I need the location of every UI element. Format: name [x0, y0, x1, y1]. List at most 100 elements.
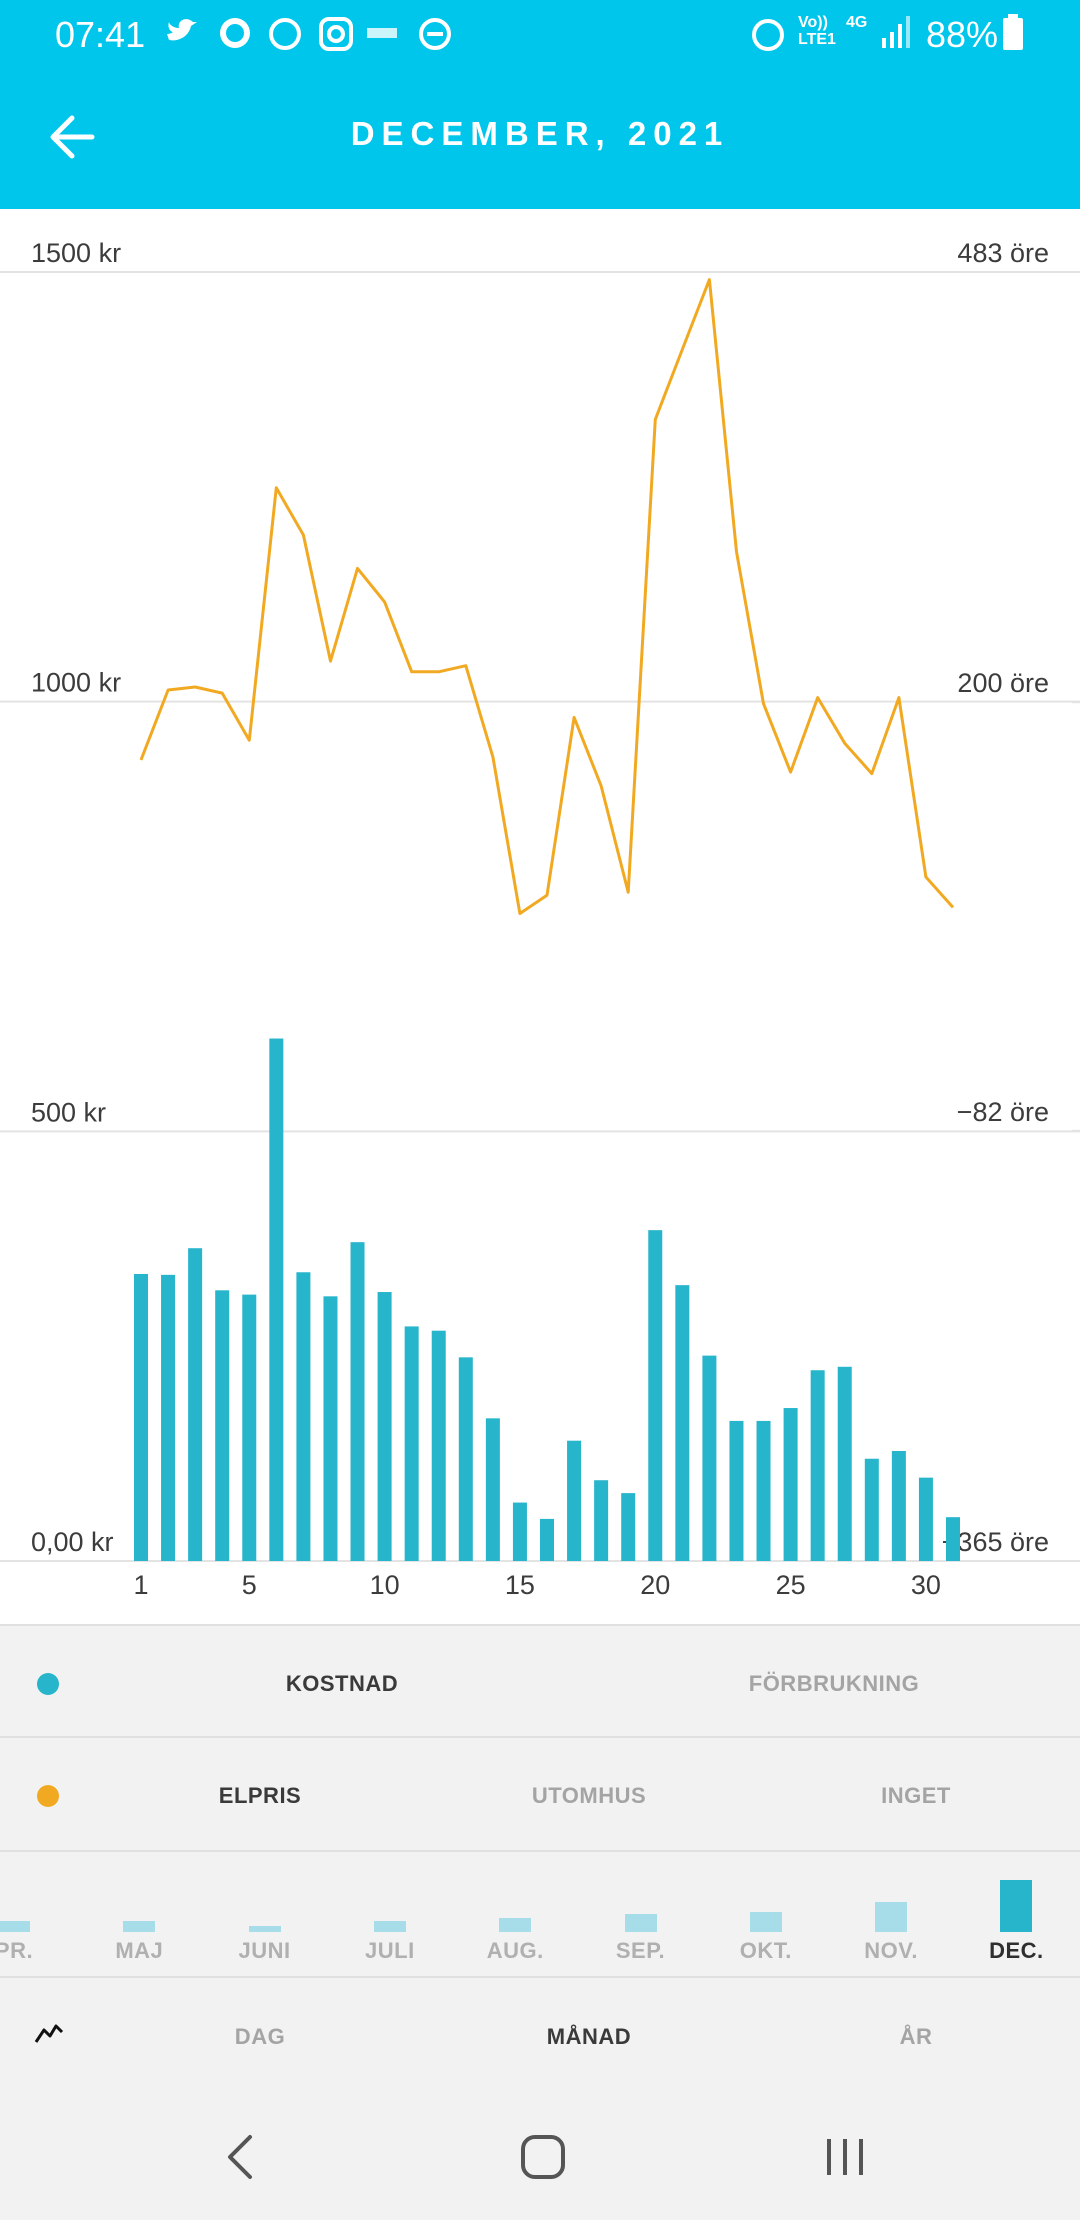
month-bar [749, 1912, 782, 1932]
y-tick-label: 0,00 kr [31, 1527, 114, 1557]
month-item[interactable]: SEP. [578, 1852, 704, 1964]
month-label: NOV. [864, 1938, 918, 1963]
month-bar-area [0, 1852, 77, 1932]
month-item[interactable]: DEC. [953, 1852, 1079, 1964]
bar [729, 1420, 744, 1561]
period-tab[interactable]: ÅR [899, 2024, 933, 2049]
month-item[interactable]: NOV. [828, 1852, 954, 1964]
month-item[interactable]: AUG. [452, 1852, 578, 1964]
status-icons [167, 17, 451, 51]
nav-back[interactable] [228, 2135, 252, 2179]
volte-text: Vo)) [798, 14, 828, 31]
price-line [139, 278, 955, 915]
month-label: JULI [365, 1938, 415, 1963]
month-bar-area [828, 1852, 954, 1932]
navigation-bar [228, 2135, 863, 2179]
period-tab[interactable]: MÅNAD [546, 2024, 632, 2049]
bar [485, 1418, 500, 1561]
bar [783, 1408, 798, 1561]
toggle-option[interactable]: FÖRBRUKNING [748, 1671, 920, 1696]
controls-panel: KOSTNAD FÖRBRUKNING ELPRIS UTOMHUS INGET… [0, 1624, 1080, 2220]
month-bar-area [578, 1852, 704, 1932]
month-bar [373, 1920, 406, 1932]
bar [540, 1518, 554, 1561]
x-tick-label: 25 [776, 1570, 806, 1600]
bar [756, 1420, 771, 1561]
bar [512, 1502, 527, 1561]
toggle-option[interactable]: INGET [881, 1783, 951, 1808]
month-bar-area [202, 1852, 328, 1932]
x-tick-label: 10 [370, 1570, 400, 1600]
bar [431, 1330, 446, 1561]
y-tick-label: 1500 kr [31, 238, 121, 268]
alarm-icon [752, 19, 784, 51]
month-item[interactable]: JUNI [202, 1852, 328, 1964]
volte-indicator: Vo)) LTE1 [798, 14, 836, 48]
signal-icon [882, 16, 910, 48]
month-item[interactable]: MAJ [76, 1852, 202, 1964]
month-selector: PR. MAJ JUNI JULI AUG. SEP. OKT. NOV. DEC. [0, 1850, 1080, 1978]
month-label: PR. [0, 1938, 34, 1963]
month-bar [499, 1917, 532, 1932]
month-bar-area [327, 1852, 453, 1932]
month-bar [624, 1913, 657, 1932]
month-bar [123, 1920, 156, 1932]
bar [458, 1357, 473, 1561]
bar [891, 1451, 906, 1561]
bar [918, 1477, 933, 1561]
month-bar-area [76, 1852, 202, 1932]
bar [404, 1326, 419, 1561]
y-tick-label: 500 kr [31, 1097, 106, 1127]
toggle-option[interactable]: UTOMHUS [531, 1783, 647, 1808]
x-tick-label: 20 [640, 1570, 670, 1600]
back-button[interactable] [48, 112, 98, 162]
month-item[interactable]: JULI [327, 1852, 453, 1964]
x-tick-label: 5 [242, 1570, 257, 1600]
bar [377, 1292, 392, 1561]
series-dot [37, 1785, 59, 1807]
month-label: JUNI [238, 1938, 291, 1963]
month-bar-area [953, 1852, 1079, 1932]
bar [188, 1248, 203, 1561]
bar [350, 1242, 365, 1561]
nav-recents[interactable] [827, 2139, 863, 2175]
battery-icon [1003, 14, 1023, 50]
month-bar [248, 1926, 281, 1932]
period-tabs: DAG MÅNAD ÅR [0, 1976, 1080, 2096]
y2-tick-label: 200 öre [957, 668, 1049, 698]
chart-type-icon[interactable] [34, 2022, 64, 2046]
toggle-option[interactable]: KOSTNAD [285, 1671, 399, 1696]
month-bar [1000, 1880, 1033, 1932]
battery-percent: 88% [926, 14, 999, 55]
bar [702, 1355, 717, 1561]
month-bar [875, 1902, 908, 1932]
status-time: 07:41 [55, 14, 146, 55]
y2-tick-label: 483 öre [957, 238, 1049, 268]
toggle-option[interactable]: ELPRIS [218, 1783, 302, 1808]
x-tick-label: 30 [911, 1570, 941, 1600]
bar [323, 1296, 338, 1561]
x-tick-label: 15 [505, 1570, 535, 1600]
period-tab[interactable]: DAG [234, 2024, 286, 2049]
month-label: AUG. [486, 1938, 544, 1963]
nav-home[interactable] [521, 2135, 565, 2179]
bar [567, 1440, 582, 1561]
month-label: DEC. [989, 1938, 1044, 1963]
month-item[interactable]: OKT. [703, 1852, 829, 1964]
network-type: 4G [846, 14, 868, 31]
bar [810, 1370, 825, 1561]
bar [242, 1294, 257, 1561]
bar [269, 1038, 284, 1561]
bar [946, 1517, 960, 1561]
bar [215, 1290, 230, 1561]
bar [648, 1230, 663, 1561]
bar [134, 1273, 148, 1561]
bar [296, 1272, 311, 1561]
y2-tick-label: −82 öre [957, 1097, 1049, 1127]
bar [837, 1366, 852, 1561]
bar [161, 1274, 176, 1561]
month-item[interactable]: PR. [0, 1852, 77, 1964]
bar [864, 1458, 879, 1561]
